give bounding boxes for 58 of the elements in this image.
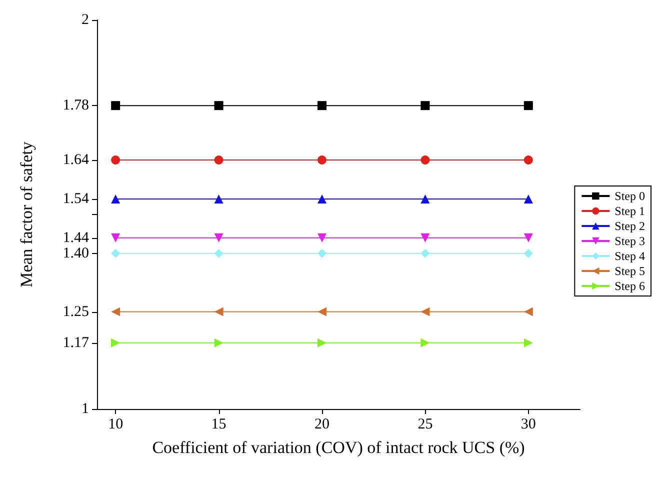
legend-label: Step 0	[614, 189, 646, 203]
point	[111, 101, 120, 110]
x-tick-label: 30	[520, 416, 536, 432]
point	[420, 156, 430, 165]
point	[317, 248, 326, 258]
point	[420, 307, 430, 316]
point	[317, 338, 326, 348]
point	[111, 233, 120, 242]
point	[214, 233, 224, 242]
point	[317, 194, 326, 204]
point	[317, 156, 326, 165]
point	[524, 101, 533, 110]
y-axis-title: Mean factor of safety	[17, 141, 36, 288]
y-tick-label: 2	[82, 12, 89, 28]
y-tick-label: 1.54	[62, 190, 90, 207]
legend-label: Step 2	[614, 219, 646, 233]
x-tick-label: 10	[108, 416, 124, 432]
point	[420, 194, 430, 204]
point	[111, 194, 120, 204]
point	[214, 194, 224, 204]
point	[214, 307, 224, 316]
legend-label: Step 6	[614, 279, 646, 293]
point	[524, 156, 533, 165]
y-tick-label: 1.17	[62, 334, 90, 351]
point	[317, 307, 326, 316]
point	[524, 248, 533, 258]
point	[524, 338, 533, 348]
point	[214, 101, 224, 110]
y-tick-label: 1	[82, 401, 89, 417]
point	[420, 338, 430, 348]
y-tick-label: 1.64	[62, 152, 90, 168]
y-tick-label: 1.78	[62, 98, 89, 114]
y-tick-label: 1.40	[62, 245, 89, 262]
point	[317, 101, 326, 110]
point	[111, 156, 120, 165]
point	[420, 233, 430, 242]
point	[420, 248, 430, 258]
legend-label: Step 4	[614, 249, 646, 263]
point	[111, 248, 120, 258]
x-tick-label: 20	[314, 416, 330, 432]
y-tick-label: 1.25	[62, 304, 89, 320]
point	[111, 307, 120, 316]
x-tick-label: 25	[418, 416, 433, 432]
legend-label: Step 1	[614, 204, 646, 218]
point	[214, 338, 224, 348]
x-axis-title: Coefficient of variation (COV) of intact rock UCS (%)	[152, 438, 525, 457]
y-tick-label: 1.44	[62, 230, 90, 246]
legend-label: Step 5	[614, 264, 646, 278]
point	[214, 156, 224, 165]
point	[214, 248, 224, 258]
point	[524, 307, 533, 316]
point	[524, 233, 533, 242]
x-tick-label: 15	[211, 416, 226, 432]
point	[111, 338, 120, 348]
point	[317, 233, 326, 242]
point	[420, 101, 430, 110]
point	[524, 194, 533, 204]
legend-label: Step 3	[614, 234, 646, 248]
